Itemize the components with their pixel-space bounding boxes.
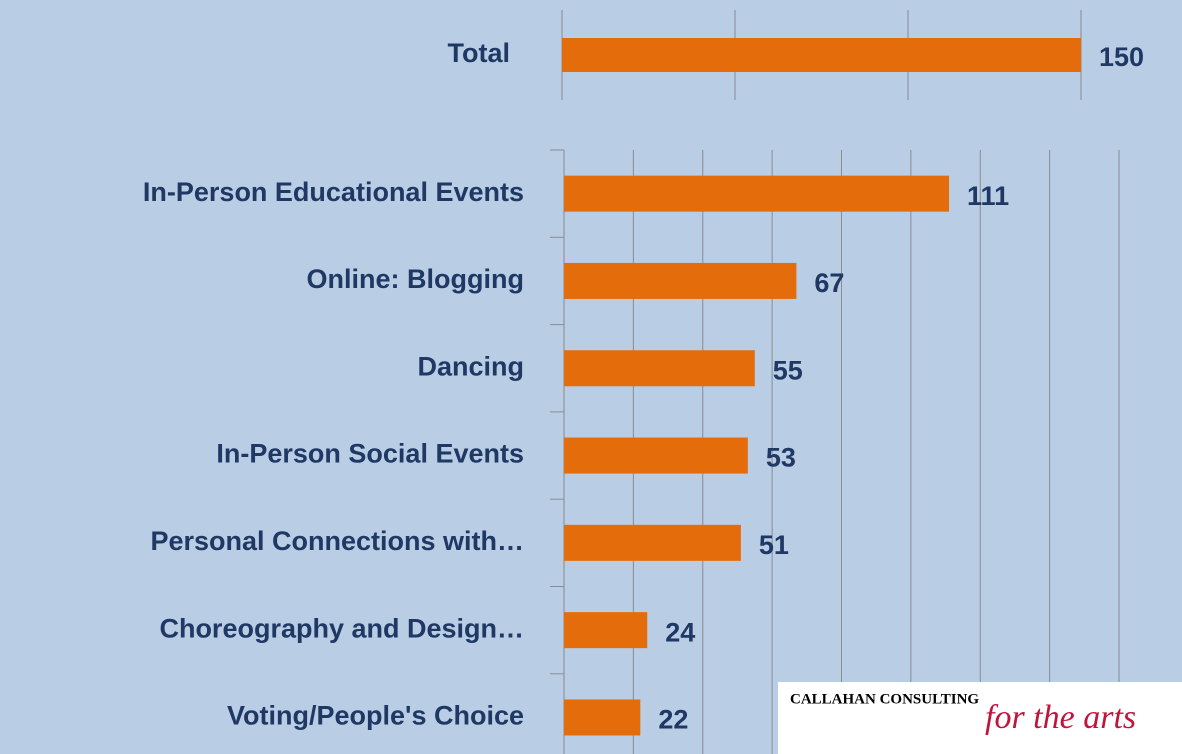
value-label: 55: [773, 355, 803, 385]
category-label: Personal Connections with…: [150, 526, 524, 556]
logo-name: CALLAHAN CONSULTING: [790, 691, 979, 707]
value-label: 22: [658, 705, 688, 735]
logo-tagline: for the arts: [985, 699, 1136, 736]
value-label: 24: [665, 617, 695, 647]
bar: [564, 262, 797, 299]
bar: [564, 699, 641, 736]
category-label: Online: Blogging: [307, 264, 524, 294]
value-label: 111: [967, 181, 1009, 211]
bar: [562, 38, 1081, 72]
value-label: 67: [814, 268, 844, 298]
category-label: Dancing: [417, 351, 524, 381]
bar: [564, 350, 755, 387]
category-label: In-Person Educational Events: [143, 177, 524, 207]
value-label: 53: [766, 443, 796, 473]
value-label: 51: [759, 530, 789, 560]
logo-box: [778, 682, 1182, 754]
bar: [564, 612, 648, 649]
bar: [564, 524, 741, 561]
value-label: 150: [1099, 42, 1144, 72]
category-label: Total: [448, 38, 511, 68]
bar: [564, 437, 748, 474]
bar: [564, 175, 950, 212]
category-label: In-Person Social Events: [216, 439, 524, 469]
category-label: Voting/People's Choice: [227, 701, 524, 731]
category-label: Choreography and Design…: [159, 613, 524, 643]
